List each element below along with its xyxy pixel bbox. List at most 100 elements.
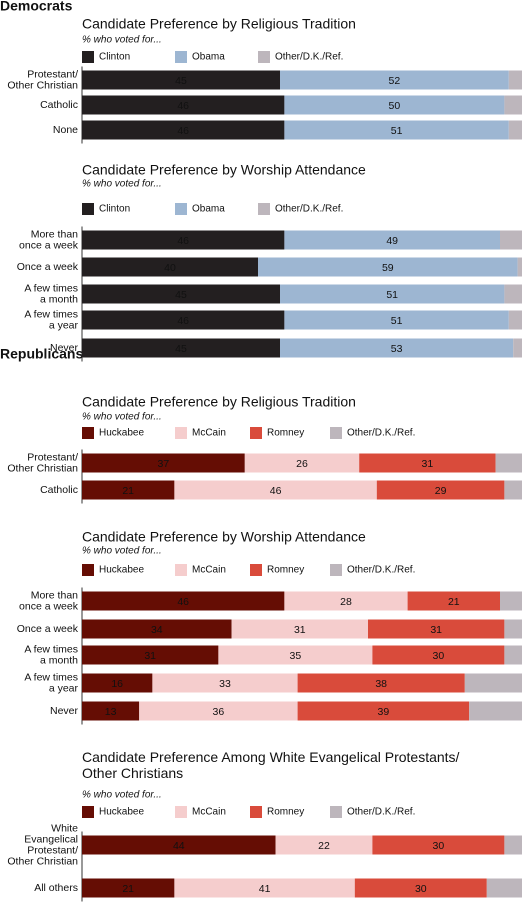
chart-subtitle: % who voted for...: [82, 179, 162, 190]
legend-swatch: [175, 806, 187, 818]
legend-label: Obama: [192, 204, 225, 215]
bar-segment: [152, 673, 298, 693]
category-label: More than once a week: [19, 228, 79, 251]
bar-segment: [513, 338, 522, 358]
chart-title: Candidate Preference by Religious Tradit…: [82, 16, 356, 32]
legend-swatch: [330, 427, 342, 439]
value-label: 41: [259, 883, 271, 895]
value-label: 34: [151, 624, 163, 636]
bar-segment: [82, 95, 285, 115]
legend-label: Huckabee: [99, 807, 144, 818]
bar-segment: [231, 619, 368, 639]
category-label: A few times a year: [24, 671, 78, 694]
category-label: Never: [50, 342, 79, 354]
bar-segment: [504, 480, 522, 500]
legend-swatch: [250, 427, 262, 439]
bar-segment: [82, 480, 175, 500]
bar-segment: [82, 701, 140, 721]
value-label: 39: [378, 706, 390, 718]
legend-label: Clinton: [99, 52, 130, 63]
category-label: Protestant/Other Christian: [7, 451, 78, 474]
bar-segment: [244, 453, 360, 473]
chart-subtitle: % who voted for...: [82, 790, 162, 801]
category-label: Catholic: [40, 99, 78, 111]
category-label: A few times a year: [24, 308, 78, 331]
value-label: 31: [144, 650, 156, 662]
value-label: 31: [430, 624, 442, 636]
legend-swatch: [82, 203, 94, 215]
chart-subtitle: % who voted for...: [82, 546, 162, 557]
bar-segment: [508, 70, 522, 90]
category-label: A few times a month: [24, 282, 78, 305]
bar-segment: [504, 835, 522, 855]
bar-segment: [82, 257, 258, 277]
value-label: 30: [415, 883, 427, 895]
bar-segment: [284, 310, 509, 330]
value-label: 33: [219, 678, 231, 690]
bar-segment: [359, 453, 496, 473]
value-label: 21: [122, 883, 134, 895]
category-label: A few times a month: [24, 643, 78, 666]
value-label: 46: [177, 596, 189, 608]
legend-label: Romney: [267, 565, 304, 576]
bar-segment: [486, 878, 522, 898]
value-label: 46: [177, 235, 189, 247]
category-label: Once a week: [17, 623, 79, 635]
bar-segment: [508, 310, 522, 330]
category-label: Once a week: [17, 261, 79, 273]
bar-segment: [504, 95, 522, 115]
value-label: 49: [386, 235, 398, 247]
bar-segment: [82, 230, 285, 250]
legend-label: Other/D.K./Ref.: [275, 52, 343, 63]
bar-segment: [407, 591, 500, 611]
legend-label: Other/D.K./Ref.: [347, 807, 415, 818]
bar-segment: [517, 257, 522, 277]
legend-swatch: [82, 427, 94, 439]
bar-segment: [376, 480, 505, 500]
legend-label: Romney: [267, 428, 304, 439]
section-heading: Republicans: [0, 346, 83, 362]
legend-swatch: [82, 51, 94, 63]
value-label: 31: [294, 624, 306, 636]
bar-segment: [284, 95, 505, 115]
value-label: 46: [177, 125, 189, 137]
value-label: 26: [296, 458, 308, 470]
value-label: 44: [173, 840, 185, 852]
category-label: Protestant/Other Christian: [7, 68, 78, 91]
chart-title: Candidate Preference by Religious Tradit…: [82, 394, 356, 410]
value-label: 46: [177, 100, 189, 112]
value-label: 28: [340, 596, 352, 608]
bar-segment: [354, 878, 487, 898]
legend-label: Huckabee: [99, 565, 144, 576]
value-label: 59: [382, 262, 394, 274]
legend-label: McCain: [192, 428, 226, 439]
legend-label: Obama: [192, 52, 225, 63]
section-heading: Democrats: [0, 0, 73, 14]
value-label: 36: [213, 706, 225, 718]
bar-segment: [464, 673, 522, 693]
legend-swatch: [82, 564, 94, 576]
bar-segment: [139, 701, 298, 721]
bar-segment: [372, 645, 505, 665]
bar-segment: [508, 120, 522, 140]
bar-segment: [495, 453, 522, 473]
bar-segment: [275, 835, 373, 855]
bar-segment: [82, 619, 232, 639]
legend-swatch: [330, 806, 342, 818]
legend-label: Clinton: [99, 204, 130, 215]
bar-segment: [82, 835, 276, 855]
bar-segment: [174, 878, 355, 898]
value-label: 45: [175, 289, 187, 301]
bar-segment: [82, 453, 245, 473]
bar-segment: [280, 284, 505, 304]
legend-swatch: [82, 806, 94, 818]
bar-segment: [504, 645, 522, 665]
value-label: 30: [433, 840, 445, 852]
chart-title: Candidate Preference by Worship Attendan…: [82, 162, 366, 178]
value-label: 31: [422, 458, 434, 470]
legend-label: Romney: [267, 807, 304, 818]
bar-segment: [280, 70, 509, 90]
bar-segment: [504, 284, 522, 304]
value-label: 52: [389, 75, 401, 87]
